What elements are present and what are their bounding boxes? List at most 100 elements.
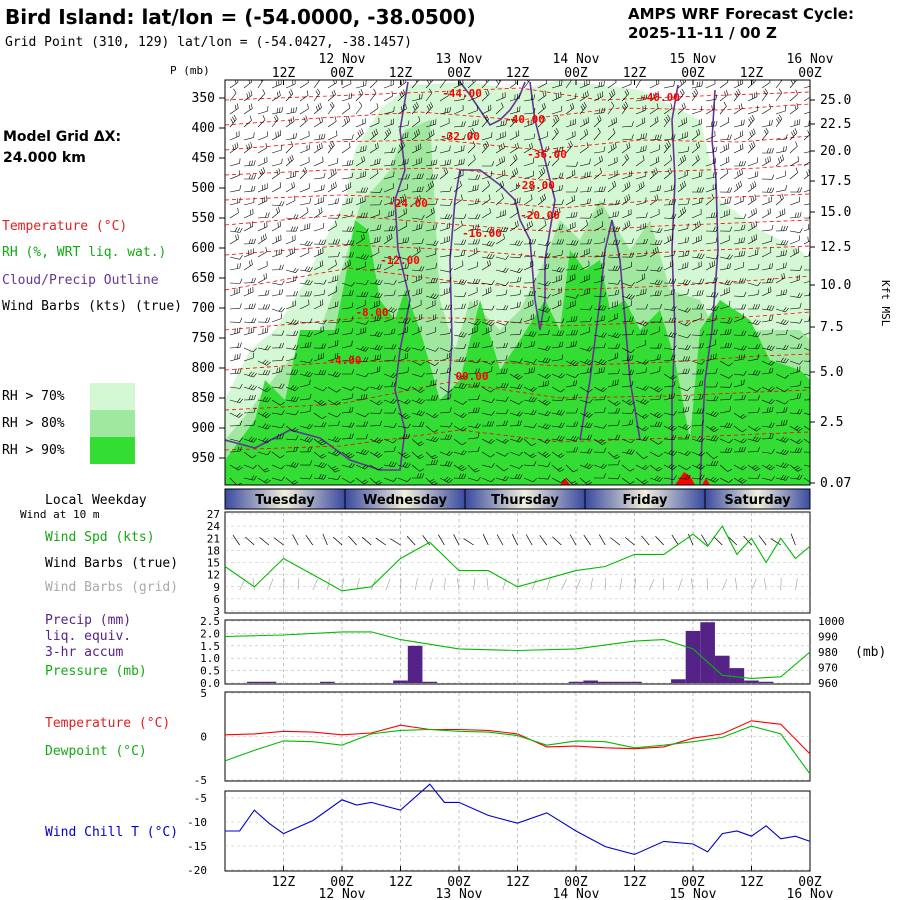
wind-barb <box>705 314 717 323</box>
wind-barb <box>257 289 270 297</box>
wind-barb <box>299 198 311 206</box>
wind-barb <box>761 103 771 115</box>
wind-barb <box>439 352 450 362</box>
wind-barb <box>257 386 271 393</box>
wind-barb <box>635 266 649 272</box>
wind-barb <box>775 474 789 481</box>
wind-barb <box>327 259 337 271</box>
wind-barb <box>509 253 523 259</box>
wind-barb <box>775 307 789 313</box>
wind-barb <box>299 358 313 364</box>
wind-barb <box>341 172 354 180</box>
y-tick-label: -10 <box>187 816 207 829</box>
wind-barb <box>635 273 646 284</box>
wind-barb-10m <box>245 536 255 546</box>
wind-barb <box>257 437 271 444</box>
wind-barb <box>579 305 593 311</box>
wind-barb <box>299 156 310 167</box>
wind-barb <box>425 207 435 219</box>
wind-barb <box>243 80 253 89</box>
wind-barb <box>705 368 718 375</box>
wind-barb <box>495 142 505 154</box>
wind-barb <box>551 409 565 416</box>
wind-barb <box>719 89 729 102</box>
isotherm <box>225 163 810 181</box>
wind-barb <box>495 267 509 273</box>
wind-barb <box>453 145 465 154</box>
wind-barb <box>453 213 467 219</box>
wind-barb <box>565 103 575 115</box>
wind-barb <box>243 286 254 297</box>
wind-barb <box>425 379 437 388</box>
wind-barb <box>439 276 452 284</box>
wind-barb <box>411 238 424 245</box>
precip-bar <box>758 681 774 683</box>
wind-barb <box>607 434 621 440</box>
wind-barb <box>327 475 341 480</box>
wind-barb <box>705 451 719 459</box>
wind-barb <box>397 120 410 128</box>
wind-barb <box>243 132 255 141</box>
wind-barb <box>677 102 686 115</box>
wind-barb <box>299 379 311 388</box>
wind-barb <box>285 396 299 402</box>
wind-barb-10m <box>292 534 299 546</box>
wind-barb <box>481 411 495 416</box>
wind-barb <box>271 248 282 258</box>
y-tick-label: 0.5 <box>200 665 220 678</box>
wind-barb <box>719 318 733 324</box>
wind-barb <box>439 393 452 401</box>
wind-barb <box>509 399 523 405</box>
wind-barb <box>663 154 673 167</box>
wind-barb <box>397 412 411 420</box>
wind-barb <box>803 308 810 311</box>
wind-barb <box>509 437 523 443</box>
wind-barb <box>551 91 562 102</box>
wind-barb <box>607 170 618 180</box>
wind-barb <box>495 438 509 444</box>
wind-barb <box>327 352 339 362</box>
wind-barb <box>523 386 537 392</box>
wind-barb <box>747 289 760 297</box>
wind-barb <box>551 172 564 180</box>
wind-barb <box>355 449 369 456</box>
wind-barb <box>285 141 294 154</box>
wind-barb <box>523 451 537 459</box>
wind-barb <box>229 255 243 260</box>
wind-barb <box>509 167 519 180</box>
wind-barb <box>243 317 257 324</box>
wind-barb <box>257 260 268 271</box>
wind-barb <box>775 407 788 414</box>
wind-barb <box>229 353 241 362</box>
wind-barb-grid <box>429 578 434 591</box>
wind-barb <box>355 118 366 128</box>
wind-barb <box>467 278 481 284</box>
wind-barb <box>285 319 299 326</box>
wind-barb <box>271 106 283 115</box>
wind-barb <box>509 93 521 102</box>
wind-barb <box>747 354 759 362</box>
wind-barb <box>803 412 810 416</box>
wind-barb <box>355 279 369 285</box>
wind-barb <box>523 194 533 206</box>
wind-barb <box>565 93 577 102</box>
y-tick-label: -15 <box>187 840 207 853</box>
wind-barb <box>747 304 760 310</box>
wind-barb <box>439 328 452 336</box>
wind-barb <box>243 327 255 336</box>
wind-barb <box>397 352 409 362</box>
wind-barb <box>635 451 648 459</box>
wind-barb <box>705 146 718 154</box>
chart-title: Bird Island: lat/lon = (-54.0000, -38.05… <box>5 5 476 29</box>
wind-barb <box>355 291 369 298</box>
wind-barb <box>369 142 379 154</box>
wind-barb <box>285 226 299 232</box>
wind-barb <box>397 433 410 440</box>
wind-barb <box>229 185 241 193</box>
wind-barb <box>425 360 439 366</box>
wind-barb <box>803 151 810 154</box>
wind-barb <box>439 250 452 258</box>
wind-barb <box>481 253 495 260</box>
wind-barb <box>775 462 789 469</box>
wind-barb <box>285 107 297 115</box>
